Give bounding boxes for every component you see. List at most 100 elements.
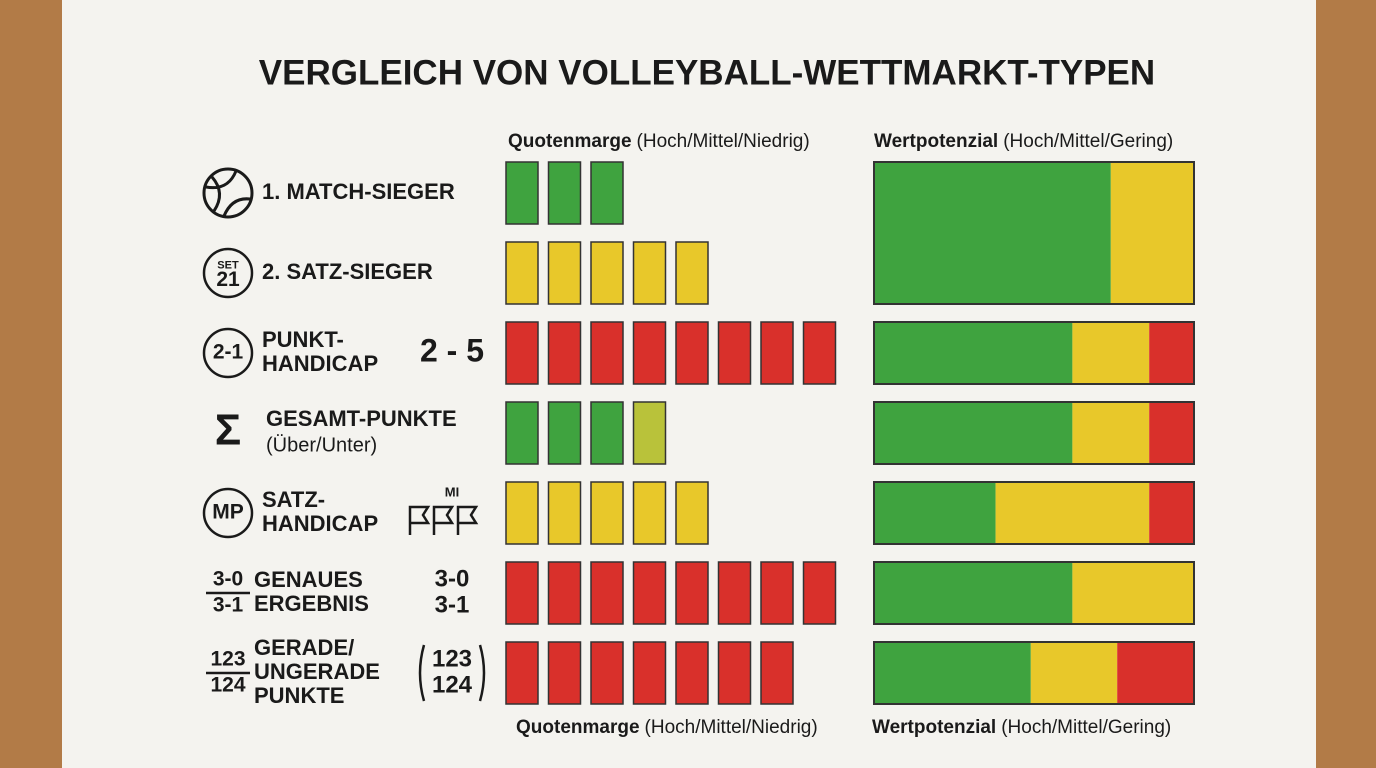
row-label: ERGEBNIS (254, 591, 369, 616)
side-text: 123 (432, 645, 472, 672)
value-segment (874, 642, 1031, 704)
flag-icon (456, 505, 479, 535)
margin-block (717, 561, 752, 625)
margin-block (675, 481, 709, 545)
value-segment (874, 402, 1073, 464)
margin-heading: Quotenmarge (Hoch/Mittel/Niedrig) (508, 131, 810, 152)
icon-text: 21 (216, 268, 240, 291)
icon-text: MP (212, 501, 244, 524)
heading-bold: Wertpotenzial (872, 717, 996, 738)
margin-block (505, 561, 539, 625)
value-segment (995, 482, 1150, 544)
margin-block (632, 241, 667, 305)
margin-heading: Quotenmarge (Hoch/Mittel/Niedrig) (516, 717, 818, 738)
margin-block (675, 561, 709, 625)
margin-block (675, 641, 709, 705)
value-frame (873, 481, 1195, 545)
margin-block (505, 161, 539, 225)
icon-text: 3-1 (213, 594, 244, 617)
row-label: GENAUES (254, 567, 363, 592)
value-segment (1072, 562, 1194, 624)
value-segment (874, 482, 996, 544)
icon-circle (202, 327, 254, 379)
heading-rest: (Hoch/Mittel/Niedrig) (637, 131, 810, 152)
margin-block (505, 401, 539, 465)
margin-block (547, 641, 582, 705)
value-segment (1030, 642, 1118, 704)
side-text: 3-0 (435, 565, 470, 592)
margin-block (632, 641, 667, 705)
volleyball-icon (202, 167, 254, 219)
margin-block (547, 161, 582, 225)
margin-block (717, 321, 752, 385)
margin-block (505, 241, 539, 305)
margin-block (547, 401, 582, 465)
icon-text: 3-0 (213, 568, 243, 591)
value-segment (874, 162, 1111, 304)
icon-circle (202, 247, 254, 299)
heading-bold: Quotenmarge (516, 717, 640, 738)
margin-block (590, 481, 624, 545)
value-segment (1149, 402, 1194, 464)
value-segment (1072, 402, 1150, 464)
heading-rest: (Hoch/Mittel/Niedrig) (645, 717, 818, 738)
row-label: PUNKTE (254, 683, 344, 708)
row-label: 2. SATZ-SIEGER (262, 259, 433, 284)
margin-block (802, 321, 837, 385)
value-frame (873, 401, 1195, 465)
side-text: 2 - 5 (420, 332, 484, 368)
margin-block (760, 561, 794, 625)
margin-block (590, 161, 624, 225)
margin-block (547, 481, 582, 545)
row-label: 1. MATCH-SIEGER (262, 179, 455, 204)
margin-block (590, 321, 624, 385)
value-segment (1117, 642, 1194, 704)
margin-block (547, 321, 582, 385)
value-segment (1072, 322, 1150, 384)
icon-text: 2-1 (213, 341, 244, 364)
value-segment (1149, 482, 1194, 544)
margin-block (590, 401, 624, 465)
margin-block (632, 481, 667, 545)
row-label: HANDICAP (262, 351, 378, 376)
title: VERGLEICH VON VOLLEYBALL-WETTMARKT-TYPEN (259, 53, 1155, 92)
row-label: SATZ- (262, 487, 325, 512)
margin-block (632, 321, 667, 385)
bracket-right (478, 644, 486, 702)
margin-block (802, 561, 837, 625)
margin-block (547, 561, 582, 625)
row-label: GESAMT-PUNKTE (266, 406, 457, 431)
margin-block (590, 561, 624, 625)
value-frame (873, 321, 1195, 385)
flag-icon (408, 505, 431, 535)
icon-text: SET (217, 259, 239, 271)
margin-block (632, 401, 667, 465)
margin-block (675, 321, 709, 385)
heading-rest: (Hoch/Mittel/Gering) (1001, 717, 1171, 738)
margin-block (505, 641, 539, 705)
value-segment (874, 322, 1073, 384)
side-text: 3-1 (435, 591, 470, 618)
row-label: GERADE/ (254, 635, 354, 660)
margin-block (675, 241, 709, 305)
margin-block (717, 641, 752, 705)
icon-text: 124 (210, 674, 245, 697)
icon-text: 123 (210, 648, 245, 671)
side-text: MI (445, 484, 459, 499)
value-segment (874, 562, 1073, 624)
margin-block (505, 321, 539, 385)
value-segment (1110, 162, 1194, 304)
heading-bold: Quotenmarge (508, 131, 632, 152)
row-label: PUNKT- (262, 327, 344, 352)
bracket-left (418, 644, 426, 702)
heading-bold: Wertpotenzial (874, 131, 998, 152)
value-heading: Wertpotenzial (Hoch/Mittel/Gering) (872, 717, 1171, 738)
row-sublabel: (Über/Unter) (266, 434, 377, 456)
row-label: UNGERADE (254, 659, 380, 684)
value-heading: Wertpotenzial (Hoch/Mittel/Gering) (874, 131, 1173, 152)
value-segment (1149, 322, 1194, 384)
margin-block (760, 321, 794, 385)
margin-block (547, 241, 582, 305)
side-text: 124 (432, 671, 473, 698)
